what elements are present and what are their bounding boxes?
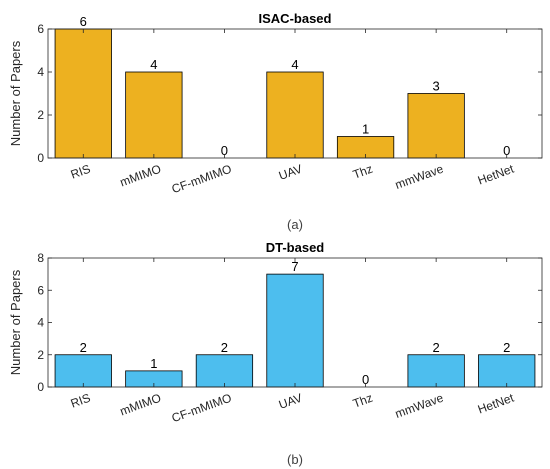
x-tick-label: RIS — [69, 162, 93, 182]
bar-ris — [54, 354, 112, 388]
x-tick-label: UAV — [277, 162, 304, 183]
x-tick-label: Thz — [351, 162, 375, 182]
data-label: 0 — [221, 143, 228, 158]
bar-cf-mmimo — [195, 354, 254, 388]
x-tick-label: mMIMO — [118, 162, 163, 190]
chart-title: DT-based — [266, 240, 325, 255]
data-label: 4 — [150, 57, 157, 72]
bar-mmwave — [407, 354, 465, 388]
x-tick-label: HetNet — [476, 161, 517, 187]
data-label: 0 — [503, 143, 510, 158]
data-label: 1 — [362, 122, 369, 137]
data-label: 6 — [80, 14, 87, 29]
y-tick-label: 8 — [37, 251, 44, 265]
y-tick-label: 6 — [37, 22, 44, 36]
x-tick-label: CF-mMIMO — [170, 162, 234, 197]
data-label: 2 — [221, 340, 228, 355]
data-label: 7 — [291, 259, 298, 274]
data-label: 0 — [362, 372, 369, 387]
y-tick-label: 6 — [37, 283, 44, 297]
data-label: 1 — [150, 356, 157, 371]
chart-title: ISAC-based — [259, 11, 332, 26]
bar-mmimo — [125, 71, 183, 159]
bar-ris — [54, 28, 112, 159]
bar-hetnet — [478, 354, 536, 388]
data-label: 4 — [291, 57, 298, 72]
bar-uav — [266, 71, 324, 159]
data-label: 2 — [80, 340, 87, 355]
chart-a: 6 4 0 4 1 3 0 0 2 4 6 RIS mMIMO CF-mMIMO UAV Thz mmWave H… — [8, 11, 543, 232]
y-tick-label: 2 — [37, 348, 44, 362]
y-axis-label: Number of Papers — [8, 40, 23, 146]
data-label: 3 — [433, 79, 440, 94]
subfigure-caption: (b) — [287, 452, 303, 467]
y-tick-label: 4 — [37, 316, 44, 330]
y-tick-label: 0 — [37, 380, 44, 394]
bar-mmwave — [407, 93, 465, 159]
bar-uav — [266, 273, 324, 388]
x-tick-label: mmWave — [393, 162, 445, 192]
y-tick-label: 0 — [37, 151, 44, 165]
y-tick-label: 2 — [37, 108, 44, 122]
y-tick-label: 4 — [37, 65, 44, 79]
data-label: 2 — [503, 340, 510, 355]
subfigure-caption: (a) — [287, 217, 303, 232]
x-tick-label: UAV — [277, 391, 304, 412]
x-tick-label: HetNet — [476, 390, 517, 416]
x-tick-label: mmWave — [393, 391, 445, 421]
x-tick-label: Thz — [351, 391, 375, 411]
x-tick-label: mMIMO — [118, 391, 163, 419]
x-tick-label: CF-mMIMO — [170, 391, 234, 426]
y-axis-label: Number of Papers — [8, 269, 23, 375]
x-tick-label: RIS — [69, 391, 93, 411]
data-label: 2 — [433, 340, 440, 355]
chart-b: 2 1 2 7 0 2 2 0 2 4 6 8 RIS mMIMO CF-mMIMO UAV Thz mmWave… — [8, 240, 543, 467]
